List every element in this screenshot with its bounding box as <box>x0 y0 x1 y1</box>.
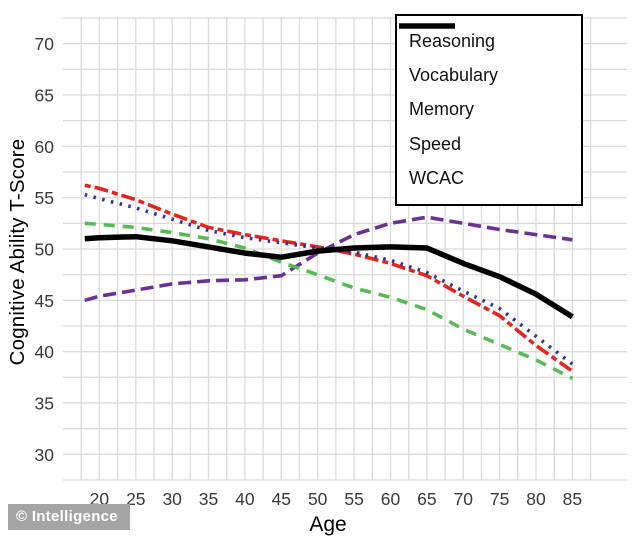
x-tick-label: 35 <box>199 489 218 509</box>
x-tick-label: 65 <box>417 489 436 509</box>
series-line-vocabulary <box>84 215 573 303</box>
x-tick-label: 85 <box>563 489 582 509</box>
y-tick-label: 30 <box>35 445 55 465</box>
x-axis-title: Age <box>309 513 347 536</box>
series-line-reasoning <box>84 183 574 373</box>
series-line-speed <box>84 221 574 381</box>
legend-item-wcac: WCAC <box>399 23 581 189</box>
y-tick-label: 55 <box>35 188 54 208</box>
x-tick-label: 80 <box>526 489 546 509</box>
legend-label: Speed <box>409 133 462 154</box>
x-tick-label: 75 <box>490 489 509 509</box>
legend-label: WCAC <box>409 168 464 189</box>
legend-label: Reasoning <box>409 30 496 51</box>
legend-item-speed: Speed <box>399 24 581 155</box>
y-tick-label: 60 <box>35 137 55 157</box>
x-tick-label: 40 <box>235 489 255 509</box>
x-tick-label: 45 <box>272 489 291 509</box>
series-line-memory <box>84 192 574 366</box>
y-tick-label: 40 <box>35 342 55 362</box>
legend-item-vocabulary: Vocabulary <box>399 24 581 86</box>
y-tick-label: 45 <box>35 291 54 311</box>
y-axis-title: Cognitive Ability T-Score <box>6 138 29 366</box>
x-tick-label: 50 <box>308 489 328 509</box>
x-tick-label: 55 <box>344 489 363 509</box>
x-tick-label: 70 <box>454 489 474 509</box>
x-tick-label: 60 <box>381 489 401 509</box>
legend: Reasoning Vocabulary Memory Speed WCAC <box>395 14 583 206</box>
x-tick-label: 25 <box>126 489 145 509</box>
watermark: © Intelligence <box>8 504 130 530</box>
y-tick-label: 65 <box>35 86 54 106</box>
legend-label: Vocabulary <box>409 65 499 86</box>
legend-label: Memory <box>409 99 475 120</box>
y-tick-label: 50 <box>35 240 55 260</box>
x-tick-label: 30 <box>162 489 182 509</box>
y-tick-label: 70 <box>35 34 55 54</box>
series-line-wcac <box>84 233 574 320</box>
y-tick-label: 35 <box>35 394 54 414</box>
legend-key-wcac-icon <box>399 23 455 29</box>
legend-item-memory: Memory <box>399 24 581 120</box>
